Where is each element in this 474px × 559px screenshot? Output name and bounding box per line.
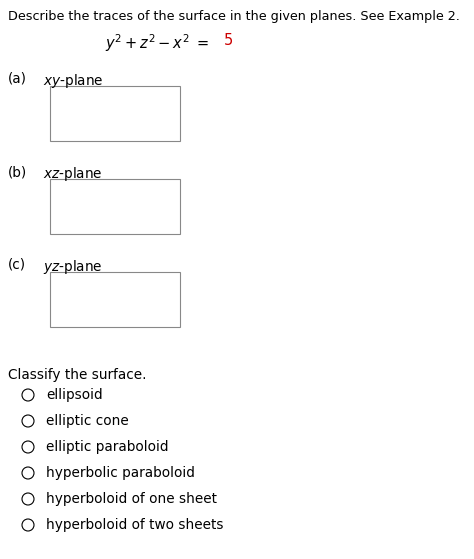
- Text: Classify the surface.: Classify the surface.: [8, 368, 146, 382]
- Bar: [50, 86, 180, 141]
- Text: hyperboloid of two sheets: hyperboloid of two sheets: [46, 518, 224, 532]
- Text: elliptic cone: elliptic cone: [46, 414, 129, 428]
- Text: Describe the traces of the surface in the given planes. See Example 2.: Describe the traces of the surface in th…: [8, 10, 460, 23]
- Text: $yz$-plane: $yz$-plane: [43, 258, 102, 276]
- Text: hyperboloid of one sheet: hyperboloid of one sheet: [46, 492, 217, 506]
- Text: (b): (b): [8, 165, 27, 179]
- Bar: [50, 272, 180, 327]
- Text: $xy$-plane: $xy$-plane: [43, 72, 103, 90]
- Text: $5$: $5$: [223, 32, 233, 48]
- Text: hyperbolic paraboloid: hyperbolic paraboloid: [46, 466, 195, 480]
- Bar: [50, 179, 180, 234]
- Text: (c): (c): [8, 258, 26, 272]
- Text: ellipsoid: ellipsoid: [46, 388, 103, 402]
- Text: $y^2 + z^2 - x^2\ =$: $y^2 + z^2 - x^2\ =$: [105, 32, 210, 54]
- Text: $xz$-plane: $xz$-plane: [43, 165, 102, 183]
- Text: elliptic paraboloid: elliptic paraboloid: [46, 440, 168, 454]
- Text: (a): (a): [8, 72, 27, 86]
